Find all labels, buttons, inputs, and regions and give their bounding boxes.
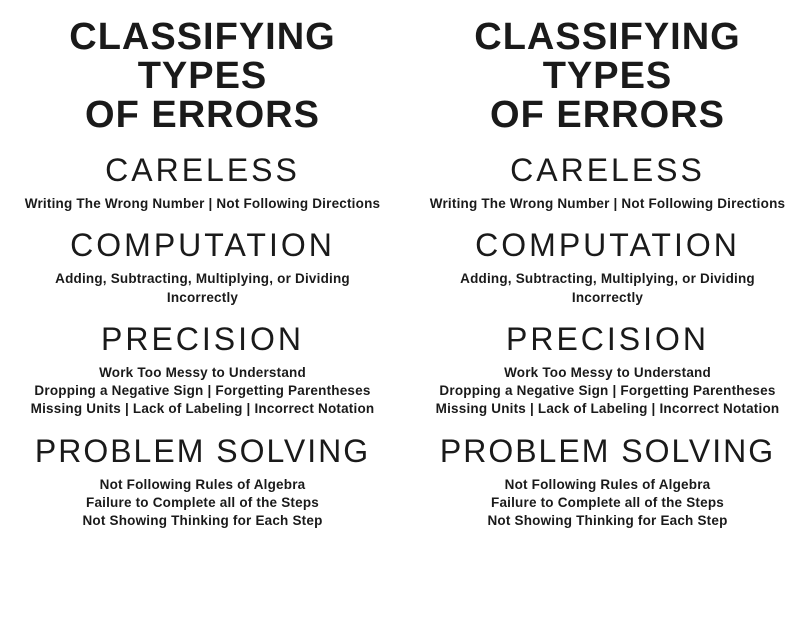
desc-precision-3: Missing Units | Lack of Labeling | Incor…	[427, 400, 788, 418]
section-precision-left: PRECISION Work Too Messy to Understand D…	[22, 321, 383, 419]
title-line-1: CLASSIFYING	[69, 18, 335, 57]
heading-computation: COMPUTATION	[427, 227, 788, 264]
desc-problem-solving-2: Failure to Complete all of the Steps	[22, 494, 383, 512]
title-line-3: OF ERRORS	[69, 96, 335, 135]
section-problem-solving-left: PROBLEM SOLVING Not Following Rules of A…	[22, 433, 383, 531]
desc-precision-1: Work Too Messy to Understand	[427, 364, 788, 382]
section-careless-left: CARELESS Writing The Wrong Number | Not …	[22, 152, 383, 213]
desc-computation-1: Adding, Subtracting, Multiplying, or Div…	[427, 270, 788, 306]
title-line-2: TYPES	[474, 57, 740, 96]
desc-precision-2: Dropping a Negative Sign | Forgetting Pa…	[22, 382, 383, 400]
heading-problem-solving: PROBLEM SOLVING	[22, 433, 383, 470]
page-title-right: CLASSIFYING TYPES OF ERRORS	[474, 18, 740, 134]
desc-careless-1: Writing The Wrong Number | Not Following…	[22, 195, 383, 213]
title-line-2: TYPES	[69, 57, 335, 96]
heading-careless: CARELESS	[427, 152, 788, 189]
heading-precision: PRECISION	[427, 321, 788, 358]
page-title-left: CLASSIFYING TYPES OF ERRORS	[69, 18, 335, 134]
section-computation-right: COMPUTATION Adding, Subtracting, Multipl…	[427, 227, 788, 306]
section-computation-left: COMPUTATION Adding, Subtracting, Multipl…	[22, 227, 383, 306]
desc-precision-2: Dropping a Negative Sign | Forgetting Pa…	[427, 382, 788, 400]
section-precision-right: PRECISION Work Too Messy to Understand D…	[427, 321, 788, 419]
title-line-3: OF ERRORS	[474, 96, 740, 135]
section-careless-right: CARELESS Writing The Wrong Number | Not …	[427, 152, 788, 213]
desc-careless-1: Writing The Wrong Number | Not Following…	[427, 195, 788, 213]
desc-problem-solving-1: Not Following Rules of Algebra	[22, 476, 383, 494]
heading-problem-solving: PROBLEM SOLVING	[427, 433, 788, 470]
desc-problem-solving-3: Not Showing Thinking for Each Step	[427, 512, 788, 530]
left-column: CLASSIFYING TYPES OF ERRORS CARELESS Wri…	[0, 0, 405, 619]
desc-problem-solving-3: Not Showing Thinking for Each Step	[22, 512, 383, 530]
desc-precision-3: Missing Units | Lack of Labeling | Incor…	[22, 400, 383, 418]
desc-precision-1: Work Too Messy to Understand	[22, 364, 383, 382]
title-line-1: CLASSIFYING	[474, 18, 740, 57]
right-column: CLASSIFYING TYPES OF ERRORS CARELESS Wri…	[405, 0, 810, 619]
heading-precision: PRECISION	[22, 321, 383, 358]
desc-computation-1: Adding, Subtracting, Multiplying, or Div…	[22, 270, 383, 306]
heading-careless: CARELESS	[22, 152, 383, 189]
heading-computation: COMPUTATION	[22, 227, 383, 264]
desc-problem-solving-2: Failure to Complete all of the Steps	[427, 494, 788, 512]
section-problem-solving-right: PROBLEM SOLVING Not Following Rules of A…	[427, 433, 788, 531]
desc-problem-solving-1: Not Following Rules of Algebra	[427, 476, 788, 494]
